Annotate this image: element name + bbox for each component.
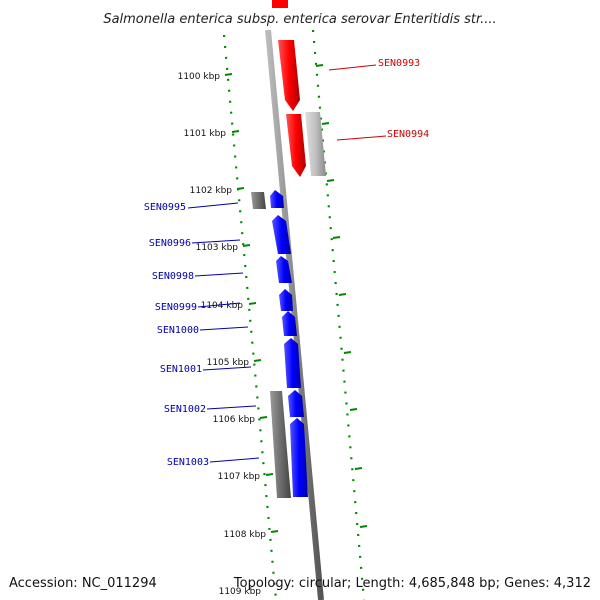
- genome-backbone: [265, 29, 324, 600]
- ruler-labels: 1100 kbp 1101 kbp 1102 kbp 1103 kbp 1104…: [178, 72, 267, 597]
- gene-shape-sen1000[interactable]: [282, 311, 297, 336]
- unlabeled-gene-gray-2: [251, 192, 266, 209]
- gene-label-sen1001[interactable]: SEN1001: [160, 364, 202, 375]
- gene-label-sen0995[interactable]: SEN0995: [144, 202, 186, 213]
- forward-strand-track: [278, 40, 326, 177]
- ruler-label-1105: 1105 kbp: [207, 358, 250, 368]
- gene-label-sen0998[interactable]: SEN0998: [152, 271, 194, 282]
- ruler-major-ticks: [224, 64, 368, 533]
- gene-shape-sen0994[interactable]: [286, 114, 306, 177]
- gene-shape-sen0993[interactable]: [278, 40, 300, 111]
- ruler-label-1108: 1108 kbp: [224, 530, 267, 540]
- gene-shape-sen1003[interactable]: [290, 418, 308, 497]
- gene-label-sen0996[interactable]: SEN0996: [149, 238, 191, 249]
- label-leader-lines: [187, 64, 387, 463]
- gene-label-sen1000[interactable]: SEN1000: [157, 325, 199, 336]
- topology-text: Topology: circular; Length: 4,685,848 bp…: [233, 576, 591, 591]
- gene-shape-sen0995[interactable]: [270, 190, 284, 208]
- accession-text: Accession: NC_011294: [9, 576, 157, 591]
- gene-labels: SEN0993 SEN0994 SEN0995 SEN0996 SEN0998 …: [144, 58, 429, 468]
- unlabeled-gene-gray-3: [270, 391, 291, 498]
- ruler-label-1109: 1109 kbp: [219, 587, 262, 597]
- ruler-label-1103: 1103 kbp: [196, 243, 239, 253]
- gene-label-sen0994[interactable]: SEN0994: [387, 129, 429, 140]
- gene-label-sen1003[interactable]: SEN1003: [167, 457, 209, 468]
- gene-shape-sen1002[interactable]: [288, 390, 304, 417]
- unlabeled-gene-gray-1: [305, 112, 326, 176]
- gene-shape-sen1001[interactable]: [284, 338, 301, 388]
- ruler-outer-dots: [311, 29, 366, 600]
- ruler-label-1106: 1106 kbp: [213, 415, 256, 425]
- gene-shape-sen0999[interactable]: [279, 289, 293, 311]
- gene-label-sen1002[interactable]: SEN1002: [164, 404, 206, 415]
- ruler-label-1102: 1102 kbp: [190, 186, 233, 196]
- backbone-top-marker: [272, 0, 288, 8]
- ruler-inner-dots: [222, 34, 278, 600]
- ruler-label-1100: 1100 kbp: [178, 72, 221, 82]
- gene-label-sen0993[interactable]: SEN0993: [378, 58, 420, 69]
- ruler-label-1107: 1107 kbp: [218, 472, 261, 482]
- map-title: Salmonella enterica subsp. enterica sero…: [103, 12, 496, 27]
- ruler-label-1101: 1101 kbp: [184, 129, 227, 139]
- gene-label-sen0999[interactable]: SEN0999: [155, 302, 197, 313]
- gene-shape-sen0998[interactable]: [276, 256, 292, 283]
- ruler-label-1104: 1104 kbp: [201, 301, 244, 311]
- reverse-strand-track: [251, 190, 308, 498]
- gene-shape-sen0996[interactable]: [272, 215, 291, 254]
